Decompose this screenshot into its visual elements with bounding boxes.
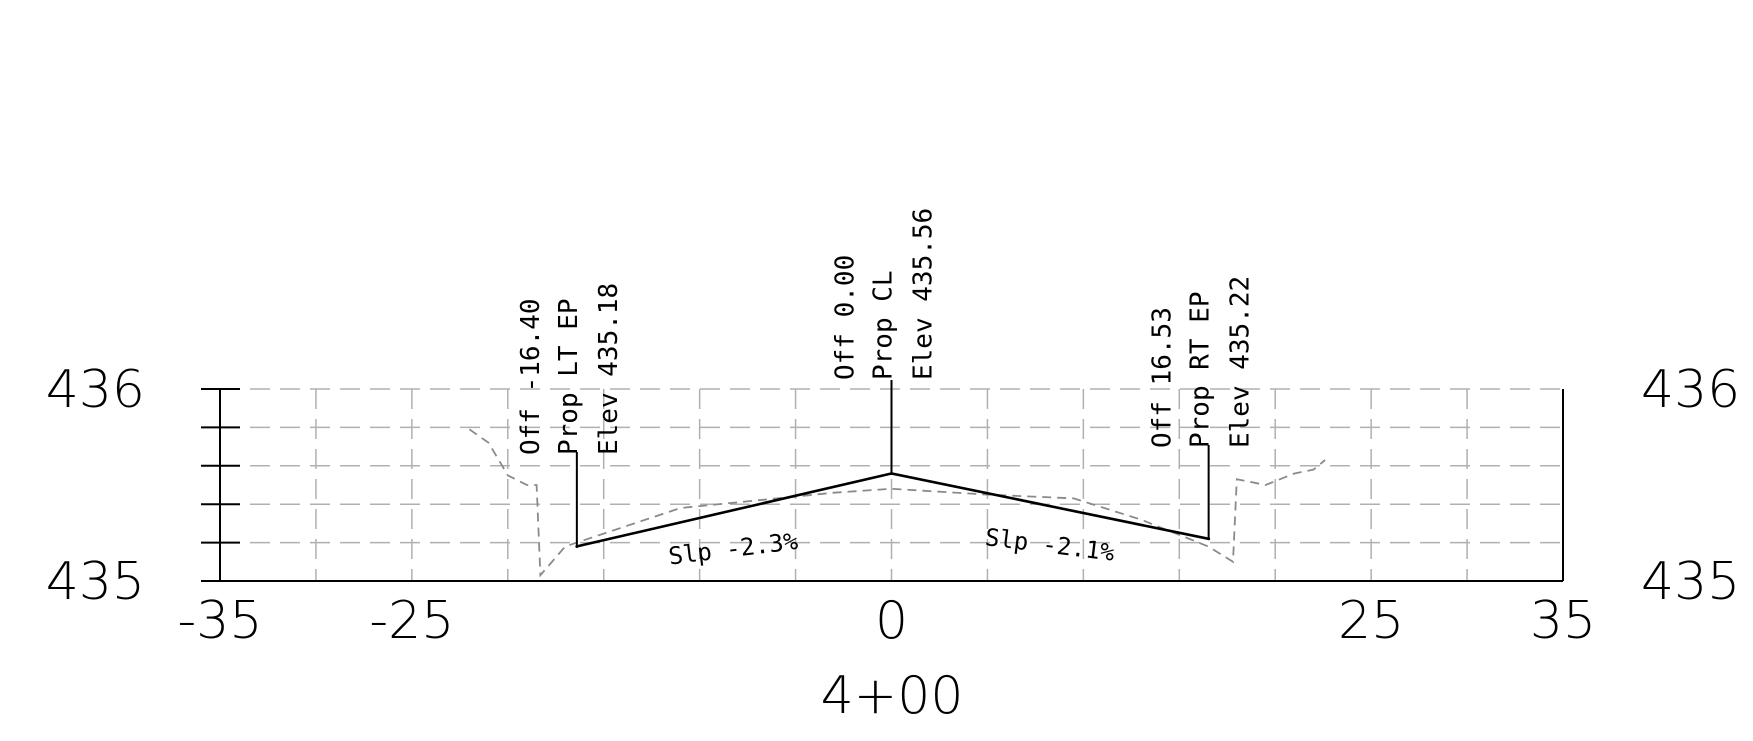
annotation-text: Elev 435.56 bbox=[909, 208, 939, 380]
annotation-text: Off 0.00 bbox=[831, 255, 861, 380]
x-tick-label: 25 bbox=[1338, 591, 1404, 651]
x-tick-label: -35 bbox=[178, 591, 263, 651]
proposed-section bbox=[575, 380, 1211, 548]
slope-label: Slp -2.3% bbox=[667, 527, 800, 571]
y-tick-label-right: 436 bbox=[1641, 360, 1740, 420]
proposed-section-polyline bbox=[576, 472, 1209, 548]
labels: -35 -25 0 25 35 436 436 435 435 Off -16.40 Prop LT… bbox=[46, 208, 1741, 651]
y-tick-label-left: 436 bbox=[46, 360, 145, 420]
annotation-text: Prop RT EP bbox=[1186, 291, 1216, 448]
axis-frame bbox=[201, 388, 1564, 582]
annotation-text: Off -16.40 bbox=[516, 298, 546, 455]
x-tick-label: 35 bbox=[1530, 591, 1596, 651]
annotation-text: Prop CL bbox=[869, 270, 899, 380]
annotation-text: Off 16.53 bbox=[1148, 307, 1178, 448]
y-tick-label-right: 435 bbox=[1641, 552, 1740, 612]
annotation-text: Elev 435.18 bbox=[594, 283, 624, 455]
existing-ground-line bbox=[468, 428, 1326, 578]
x-tick-label: -25 bbox=[369, 591, 454, 651]
station-label: 4+00 bbox=[821, 666, 964, 726]
annotation-text: Elev 435.22 bbox=[1226, 276, 1256, 448]
slope-label: Slp -2.1% bbox=[984, 523, 1117, 567]
y-tick-label-left: 435 bbox=[46, 552, 145, 612]
existing-ground-polyline bbox=[468, 428, 1326, 578]
annotation-text: Prop LT EP bbox=[554, 298, 584, 455]
x-tick-label: 0 bbox=[875, 591, 908, 651]
